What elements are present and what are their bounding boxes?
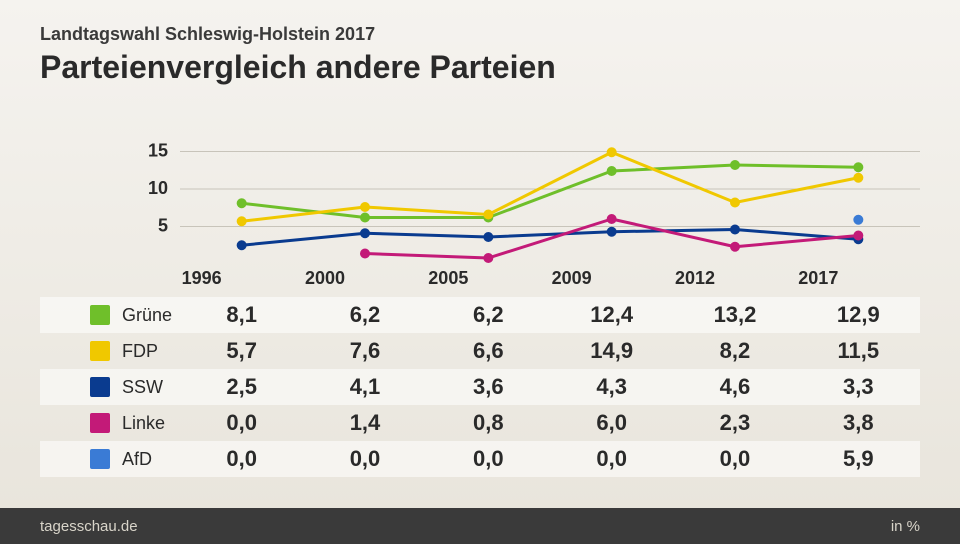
table-cell: 14,9 bbox=[550, 338, 673, 364]
svg-text:15: 15 bbox=[148, 141, 168, 161]
table-row: SSW2,54,13,64,34,63,3 bbox=[40, 369, 920, 405]
table-row: AfD0,00,00,00,00,05,9 bbox=[40, 441, 920, 477]
table-cell: 3,8 bbox=[797, 410, 920, 436]
table-row: Linke0,01,40,86,02,33,8 bbox=[40, 405, 920, 441]
table-cell: 4,1 bbox=[303, 374, 426, 400]
party-swatch bbox=[90, 377, 110, 397]
party-swatch bbox=[90, 413, 110, 433]
table-cell: 0,0 bbox=[303, 446, 426, 472]
x-axis-label: 2000 bbox=[263, 268, 386, 289]
data-table: Grüne8,16,26,212,413,212,9FDP5,77,66,614… bbox=[40, 297, 920, 477]
x-axis-labels: 199620002005200920122017 bbox=[140, 268, 880, 289]
table-cell: 3,6 bbox=[427, 374, 550, 400]
table-cell: 12,4 bbox=[550, 302, 673, 328]
x-axis-label: 2009 bbox=[510, 268, 633, 289]
party-swatch bbox=[90, 449, 110, 469]
party-name: SSW bbox=[122, 377, 180, 398]
table-cell: 3,3 bbox=[797, 374, 920, 400]
table-cell: 6,2 bbox=[303, 302, 426, 328]
table-row: FDP5,77,66,614,98,211,5 bbox=[40, 333, 920, 369]
chart-svg: 5 10 15 bbox=[40, 114, 920, 264]
table-row: Grüne8,16,26,212,413,212,9 bbox=[40, 297, 920, 333]
table-cell: 13,2 bbox=[673, 302, 796, 328]
table-cell: 0,0 bbox=[427, 446, 550, 472]
svg-text:10: 10 bbox=[148, 178, 168, 198]
party-swatch bbox=[90, 305, 110, 325]
table-cell: 1,4 bbox=[303, 410, 426, 436]
table-cell: 6,6 bbox=[427, 338, 550, 364]
party-name: FDP bbox=[122, 341, 180, 362]
table-cell: 2,5 bbox=[180, 374, 303, 400]
table-cell: 12,9 bbox=[797, 302, 920, 328]
table-cell: 0,0 bbox=[550, 446, 673, 472]
table-cell: 4,3 bbox=[550, 374, 673, 400]
table-cell: 11,5 bbox=[797, 338, 920, 364]
header: Landtagswahl Schleswig-Holstein 2017 Par… bbox=[0, 0, 960, 94]
x-axis-label: 2005 bbox=[387, 268, 510, 289]
table-cell: 6,2 bbox=[427, 302, 550, 328]
x-axis-label: 2017 bbox=[757, 268, 880, 289]
party-name: Linke bbox=[122, 413, 180, 434]
table-cell: 0,0 bbox=[673, 446, 796, 472]
table-cell: 7,6 bbox=[303, 338, 426, 364]
subtitle: Landtagswahl Schleswig-Holstein 2017 bbox=[40, 24, 920, 45]
party-swatch bbox=[90, 341, 110, 361]
party-name: AfD bbox=[122, 449, 180, 470]
line-chart: 5 10 15 bbox=[40, 114, 920, 264]
table-cell: 0,0 bbox=[180, 446, 303, 472]
table-cell: 5,9 bbox=[797, 446, 920, 472]
table-cell: 2,3 bbox=[673, 410, 796, 436]
page-title: Parteienvergleich andere Parteien bbox=[40, 49, 920, 86]
x-axis-label: 1996 bbox=[140, 268, 263, 289]
svg-text:5: 5 bbox=[158, 216, 168, 236]
table-cell: 6,0 bbox=[550, 410, 673, 436]
x-axis-label: 2012 bbox=[633, 268, 756, 289]
table-cell: 8,1 bbox=[180, 302, 303, 328]
footer-source: tagesschau.de bbox=[40, 518, 138, 535]
table-cell: 8,2 bbox=[673, 338, 796, 364]
table-cell: 5,7 bbox=[180, 338, 303, 364]
table-cell: 4,6 bbox=[673, 374, 796, 400]
footer-unit: in % bbox=[891, 518, 920, 535]
table-cell: 0,8 bbox=[427, 410, 550, 436]
table-cell: 0,0 bbox=[180, 410, 303, 436]
footer: tagesschau.de in % bbox=[0, 508, 960, 544]
party-name: Grüne bbox=[122, 305, 180, 326]
